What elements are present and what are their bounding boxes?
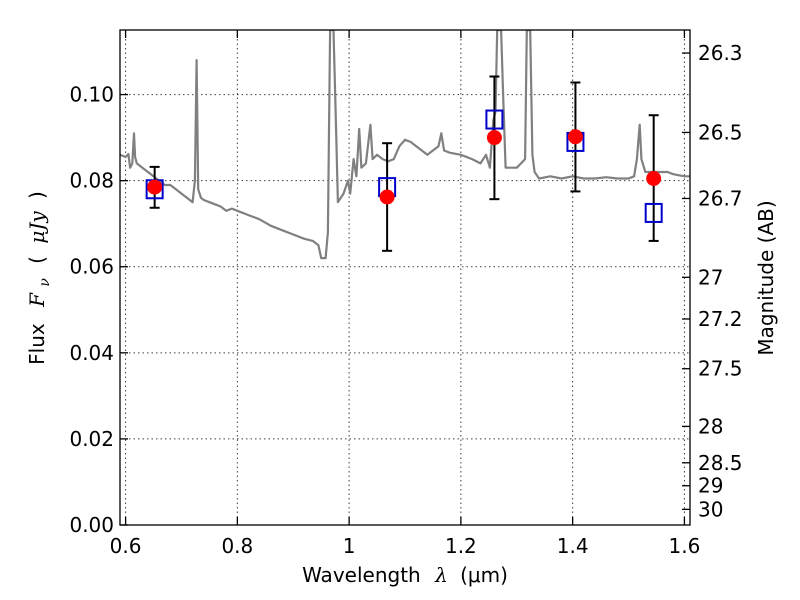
y-tick-label: 0.10	[69, 83, 114, 107]
plot-frame	[119, 29, 691, 526]
observed-flux-point	[567, 129, 583, 145]
observed-flux-point	[486, 130, 502, 146]
right-tick-label: 28	[698, 414, 723, 438]
observed-flux-point	[379, 189, 395, 205]
model-square-point	[644, 202, 663, 223]
model-square-point	[485, 109, 504, 130]
right-tick-label: 30	[698, 497, 723, 521]
x-tick-label: 1.6	[669, 534, 701, 558]
right-tick-label: 26.5	[698, 120, 743, 144]
x-axis-title: Wavelength λ (μm)	[302, 563, 508, 587]
template-spectrum-line	[120, 30, 690, 260]
right-tick-label: 28.5	[698, 451, 743, 475]
x-axis: 0.6 0.8 1 1.2 1.4 1.6	[110, 30, 701, 558]
observed-flux-point	[147, 179, 163, 195]
y-tick-label: 0.02	[69, 427, 114, 451]
grid-lines	[120, 30, 690, 526]
y-tick-label: 0.08	[69, 169, 114, 193]
plot-area	[120, 30, 690, 260]
x-tick-label: 1.2	[445, 534, 477, 558]
x-tick-label: 1	[343, 534, 356, 558]
plot-clip-group	[120, 30, 690, 260]
y-axis-right-title: Magnitude (AB)	[754, 200, 778, 355]
observed-flux-point	[646, 171, 662, 186]
y-tick-label: 0.00	[69, 513, 114, 537]
right-tick-label: 27.5	[698, 357, 743, 381]
right-tick-label: 29	[698, 474, 723, 498]
right-tick-label: 26.3	[698, 41, 743, 65]
right-tick-label: 27.2	[698, 307, 743, 331]
y-axis-left: 0.00 0.02 0.04 0.06 0.08 0.10	[69, 83, 128, 537]
y-tick-label: 0.04	[69, 341, 114, 365]
right-tick-label: 26.7	[698, 186, 743, 210]
right-tick-label: 27	[698, 265, 723, 289]
x-tick-label: 0.8	[221, 534, 253, 558]
x-tick-label: 0.6	[110, 534, 142, 558]
y-tick-label: 0.06	[69, 255, 114, 279]
x-tick-label: 1.4	[557, 534, 589, 558]
y-axis-left-title: Flux F ν ( μJy )	[25, 191, 54, 365]
